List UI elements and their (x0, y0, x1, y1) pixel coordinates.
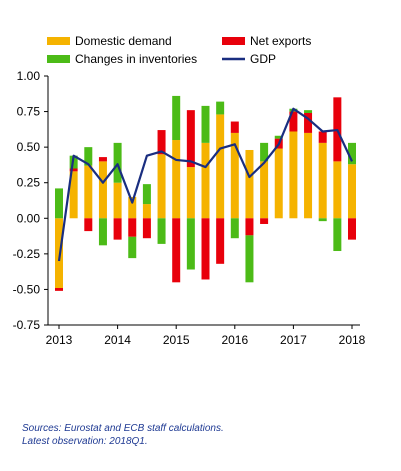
x-tick-label: 2014 (104, 333, 131, 347)
bar-changes-in-inventories (142, 184, 151, 205)
bar-domestic-demand (245, 149, 254, 219)
x-tick-label: 2018 (339, 333, 366, 347)
sources-note: Sources: Eurostat and ECB staff calculat… (22, 423, 224, 434)
bar-domestic-demand (157, 154, 166, 219)
bar-domestic-demand (289, 131, 298, 219)
bar-changes-in-inventories (201, 105, 210, 143)
bar-domestic-demand (142, 204, 151, 219)
bar-domestic-demand (186, 167, 195, 219)
bar-domestic-demand (230, 132, 239, 219)
bar-net-exports (318, 131, 327, 143)
bar-changes-in-inventories (245, 235, 254, 283)
legend: Domestic demand Net exports Changes in i… (47, 34, 311, 66)
legend-label-changes-in-inventories: Changes in inventories (75, 52, 197, 66)
bar-changes-in-inventories (157, 218, 166, 244)
bar-net-exports (230, 121, 239, 133)
bar-changes-in-inventories (128, 236, 137, 259)
bar-domestic-demand (304, 132, 313, 219)
bar-net-exports (304, 112, 313, 133)
legend-swatch-net-exports (222, 37, 245, 45)
bar-changes-in-inventories (348, 142, 356, 165)
x-tick-label: 2015 (163, 333, 190, 347)
bar-net-exports (201, 218, 210, 280)
bar-changes-in-inventories (216, 101, 225, 115)
bar-net-exports (84, 218, 93, 232)
bar-net-exports (69, 168, 78, 172)
y-tick-label: -0.50 (13, 282, 41, 296)
y-tick-label: 0.00 (17, 211, 41, 225)
bar-changes-in-inventories (274, 135, 283, 139)
bar-net-exports (113, 218, 122, 240)
bar-net-exports (260, 218, 269, 224)
bar-changes-in-inventories (84, 147, 93, 166)
bar-changes-in-inventories (318, 218, 327, 222)
bar-net-exports (128, 218, 137, 237)
gdp-line-layer (57, 107, 353, 262)
bar-net-exports (172, 218, 181, 283)
bar-domestic-demand (113, 182, 122, 219)
bar-domestic-demand (260, 161, 269, 219)
x-tick-label: 2013 (46, 333, 73, 347)
bar-changes-in-inventories (333, 218, 342, 252)
y-tick-label: 0.50 (17, 140, 41, 154)
legend-swatch-domestic-demand (47, 37, 70, 45)
bar-domestic-demand (318, 142, 327, 219)
bar-domestic-demand (216, 114, 225, 219)
bar-domestic-demand (348, 164, 356, 219)
bar-net-exports (186, 110, 195, 168)
x-tick-label: 2016 (221, 333, 248, 347)
bar-domestic-demand (98, 161, 107, 219)
legend-swatch-changes-in-inventories (47, 55, 70, 63)
bar-changes-in-inventories (230, 218, 239, 239)
bar-net-exports (98, 157, 107, 162)
bar-domestic-demand (333, 161, 342, 219)
bar-domestic-demand (84, 165, 93, 219)
y-tick-label: 0.75 (17, 105, 41, 119)
y-axis: 1.00 0.75 0.50 0.25 0.00 -0.25 -0.50 -0.75 (13, 69, 49, 332)
bar-net-exports (55, 288, 63, 291)
bar-domestic-demand (172, 140, 181, 219)
bars (55, 95, 356, 291)
bar-changes-in-inventories (172, 95, 181, 141)
bar-domestic-demand (201, 142, 210, 219)
y-tick-label: 0.25 (17, 176, 41, 190)
bar-net-exports (157, 130, 166, 155)
bar-domestic-demand (69, 171, 78, 219)
bar-net-exports (245, 218, 254, 236)
bar-changes-in-inventories (113, 142, 122, 183)
legend-label-gdp: GDP (250, 52, 276, 66)
bar-changes-in-inventories (55, 188, 63, 219)
y-tick-label: -0.25 (13, 247, 41, 261)
bar-changes-in-inventories (304, 110, 313, 113)
bar-changes-in-inventories (186, 218, 195, 270)
x-axis: 2013 2014 2015 2016 2017 2018 (46, 324, 366, 347)
bar-net-exports (289, 111, 298, 132)
bar-net-exports (142, 218, 151, 239)
bar-domestic-demand (274, 148, 283, 219)
latest-observation-note: Latest observation: 2018Q1. (22, 436, 148, 447)
bar-domestic-demand (128, 196, 137, 219)
bar-changes-in-inventories (260, 142, 269, 162)
y-tick-label: 1.00 (17, 69, 41, 83)
y-tick-label: -0.75 (13, 318, 41, 332)
bar-net-exports (216, 218, 225, 264)
bar-changes-in-inventories (98, 218, 107, 246)
x-tick-label: 2017 (280, 333, 307, 347)
legend-label-domestic-demand: Domestic demand (75, 34, 172, 48)
legend-label-net-exports: Net exports (250, 34, 311, 48)
bar-net-exports (348, 218, 356, 240)
